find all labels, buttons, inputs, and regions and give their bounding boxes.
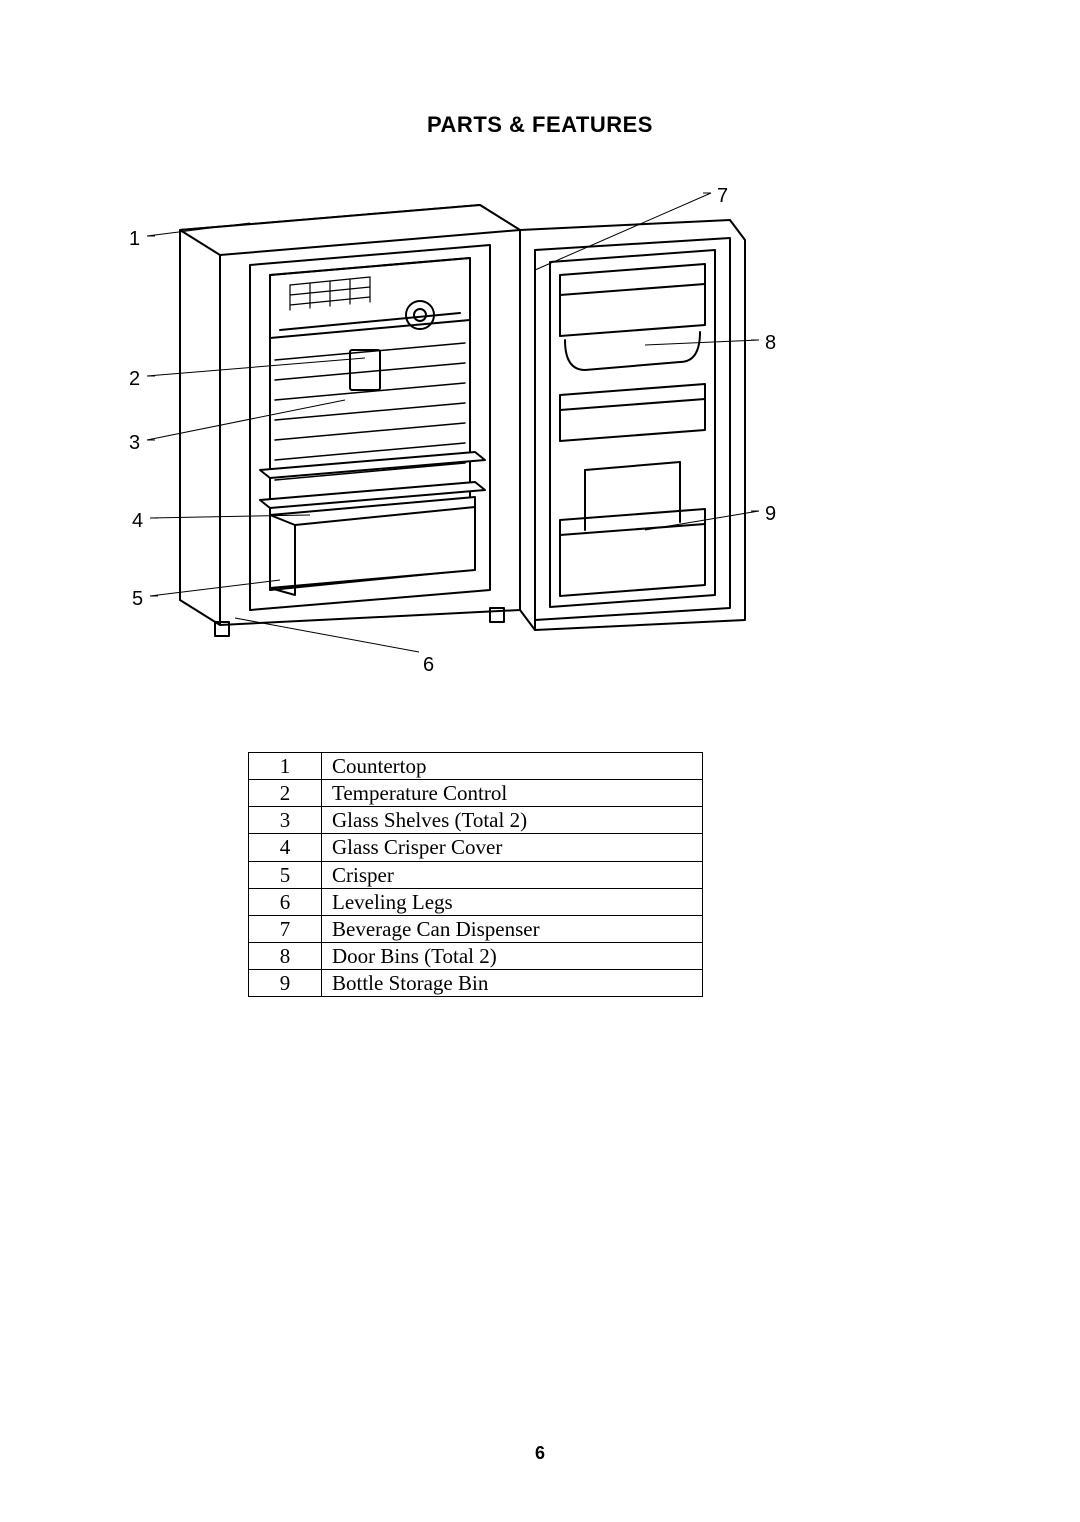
table-row: 4Glass Crisper Cover <box>249 834 703 861</box>
callout-label: 7 <box>717 185 728 208</box>
part-description: Beverage Can Dispenser <box>322 915 703 942</box>
section-title: PARTS & FEATURES <box>0 112 1080 138</box>
part-description: Glass Shelves (Total 2) <box>322 807 703 834</box>
callout-label: 5 <box>132 588 143 611</box>
part-number: 1 <box>249 753 322 780</box>
part-description: Crisper <box>322 861 703 888</box>
table-row: 2Temperature Control <box>249 780 703 807</box>
callout-label: 2 <box>129 368 140 391</box>
part-number: 4 <box>249 834 322 861</box>
callout-label: 1 <box>129 228 140 251</box>
fridge-line-drawing <box>120 170 800 680</box>
table-row: 8Door Bins (Total 2) <box>249 942 703 969</box>
part-number: 7 <box>249 915 322 942</box>
part-description: Leveling Legs <box>322 888 703 915</box>
part-description: Door Bins (Total 2) <box>322 942 703 969</box>
callout-label: 4 <box>132 510 143 533</box>
table-row: 3Glass Shelves (Total 2) <box>249 807 703 834</box>
part-description: Glass Crisper Cover <box>322 834 703 861</box>
part-number: 9 <box>249 970 322 997</box>
part-number: 5 <box>249 861 322 888</box>
callout-label: 9 <box>765 503 776 526</box>
part-description: Bottle Storage Bin <box>322 970 703 997</box>
part-description: Temperature Control <box>322 780 703 807</box>
part-number: 3 <box>249 807 322 834</box>
parts-diagram: 1 2 3 4 5 6 7 8 9 <box>120 170 800 680</box>
part-number: 6 <box>249 888 322 915</box>
callout-label: 8 <box>765 332 776 355</box>
part-number: 8 <box>249 942 322 969</box>
table-row: 1Countertop <box>249 753 703 780</box>
page-number: 6 <box>0 1443 1080 1464</box>
callout-label: 6 <box>423 654 434 677</box>
part-description: Countertop <box>322 753 703 780</box>
part-number: 2 <box>249 780 322 807</box>
table-row: 9Bottle Storage Bin <box>249 970 703 997</box>
table-row: 7Beverage Can Dispenser <box>249 915 703 942</box>
parts-table: 1Countertop2Temperature Control3Glass Sh… <box>248 752 703 997</box>
callout-label: 3 <box>129 432 140 455</box>
page: PARTS & FEATURES <box>0 0 1080 1522</box>
table-row: 6Leveling Legs <box>249 888 703 915</box>
table-row: 5Crisper <box>249 861 703 888</box>
